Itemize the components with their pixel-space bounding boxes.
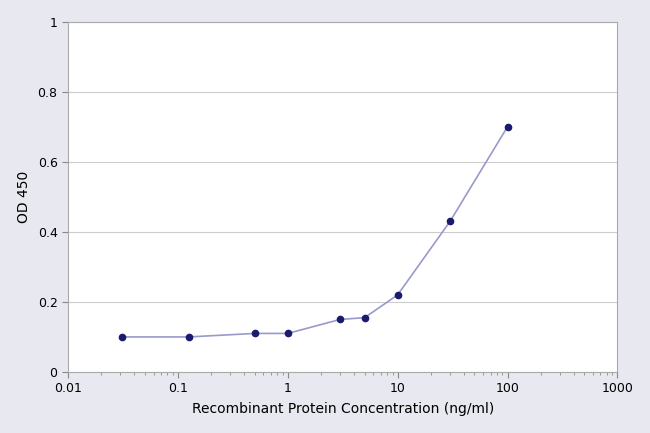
Y-axis label: OD 450: OD 450 xyxy=(17,171,31,223)
X-axis label: Recombinant Protein Concentration (ng/ml): Recombinant Protein Concentration (ng/ml… xyxy=(192,402,494,417)
